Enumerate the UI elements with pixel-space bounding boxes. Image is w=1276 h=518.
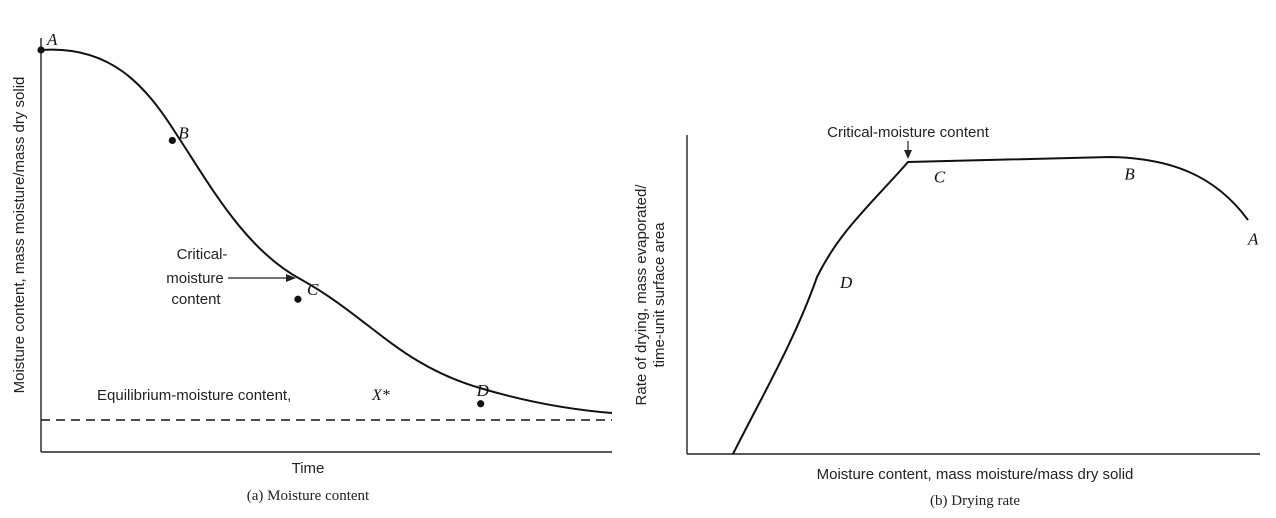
panel-b-y-label-2: time-unit surface area [651,222,668,368]
point-label-c: C [934,168,946,187]
panel-a-moisture-curve [40,48,613,414]
point-label-c: C [307,280,319,299]
panel-a-points: A B C D [37,30,490,408]
critical-moisture-annotation-b: Critical-moisture content [827,124,990,159]
critical-arrowhead-b [904,150,912,159]
equilibrium-label: Equilibrium-moisture content, [97,387,291,404]
point-label-d: D [839,273,853,292]
point-marker-c [294,295,302,303]
panel-b-points: D C B A [839,165,1259,292]
point-label-a: A [1247,229,1259,248]
panel-b-y-label-1: Rate of drying, mass evaporated/ [633,184,650,406]
critical-arrowhead-a [286,274,296,282]
panel-a-x-label: Time [292,460,325,477]
panel-a-y-label: Moisture content, mass moisture/mass dry… [11,77,28,394]
point-marker-b [168,136,176,145]
critical-label-b: Critical-moisture content [827,124,990,141]
panel-a: A B C D Time (a) Moisture content Moisture … [11,30,613,504]
point-label-b: B [178,123,189,142]
point-marker-d [477,400,485,408]
panel-b-caption: (b) Drying rate [930,493,1020,509]
critical-line-2: moisture [166,270,224,287]
point-label-a: A [46,30,58,49]
panel-b-x-label: Moisture content, mass moisture/mass dry… [817,466,1134,483]
critical-line-1: Critical- [177,246,228,263]
critical-line-3: content [171,291,221,308]
point-marker-a [37,46,45,54]
panel-b-rate-curve [732,155,1249,455]
equilibrium-symbol: X* [371,387,390,404]
point-label-d: D [476,381,490,400]
point-label-b: B [1124,165,1135,184]
equilibrium-annotation: Equilibrium-moisture content, X* [97,387,390,404]
panel-a-caption: (a) Moisture content [247,488,370,504]
critical-moisture-annotation-a: Critical- moisture content [166,246,296,308]
panel-b: D C B A Critical-moisture content Moisture … [633,124,1260,509]
